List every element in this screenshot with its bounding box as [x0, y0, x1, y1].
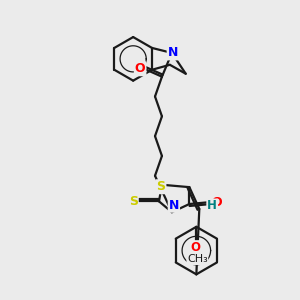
Text: N: N: [168, 46, 178, 59]
Text: H: H: [207, 200, 217, 212]
Text: S: S: [129, 195, 138, 208]
Text: S: S: [156, 180, 165, 193]
Text: CH₃: CH₃: [187, 254, 208, 265]
Text: O: O: [190, 241, 200, 254]
Text: N: N: [169, 199, 179, 212]
Text: O: O: [212, 196, 223, 208]
Text: O: O: [135, 62, 146, 75]
